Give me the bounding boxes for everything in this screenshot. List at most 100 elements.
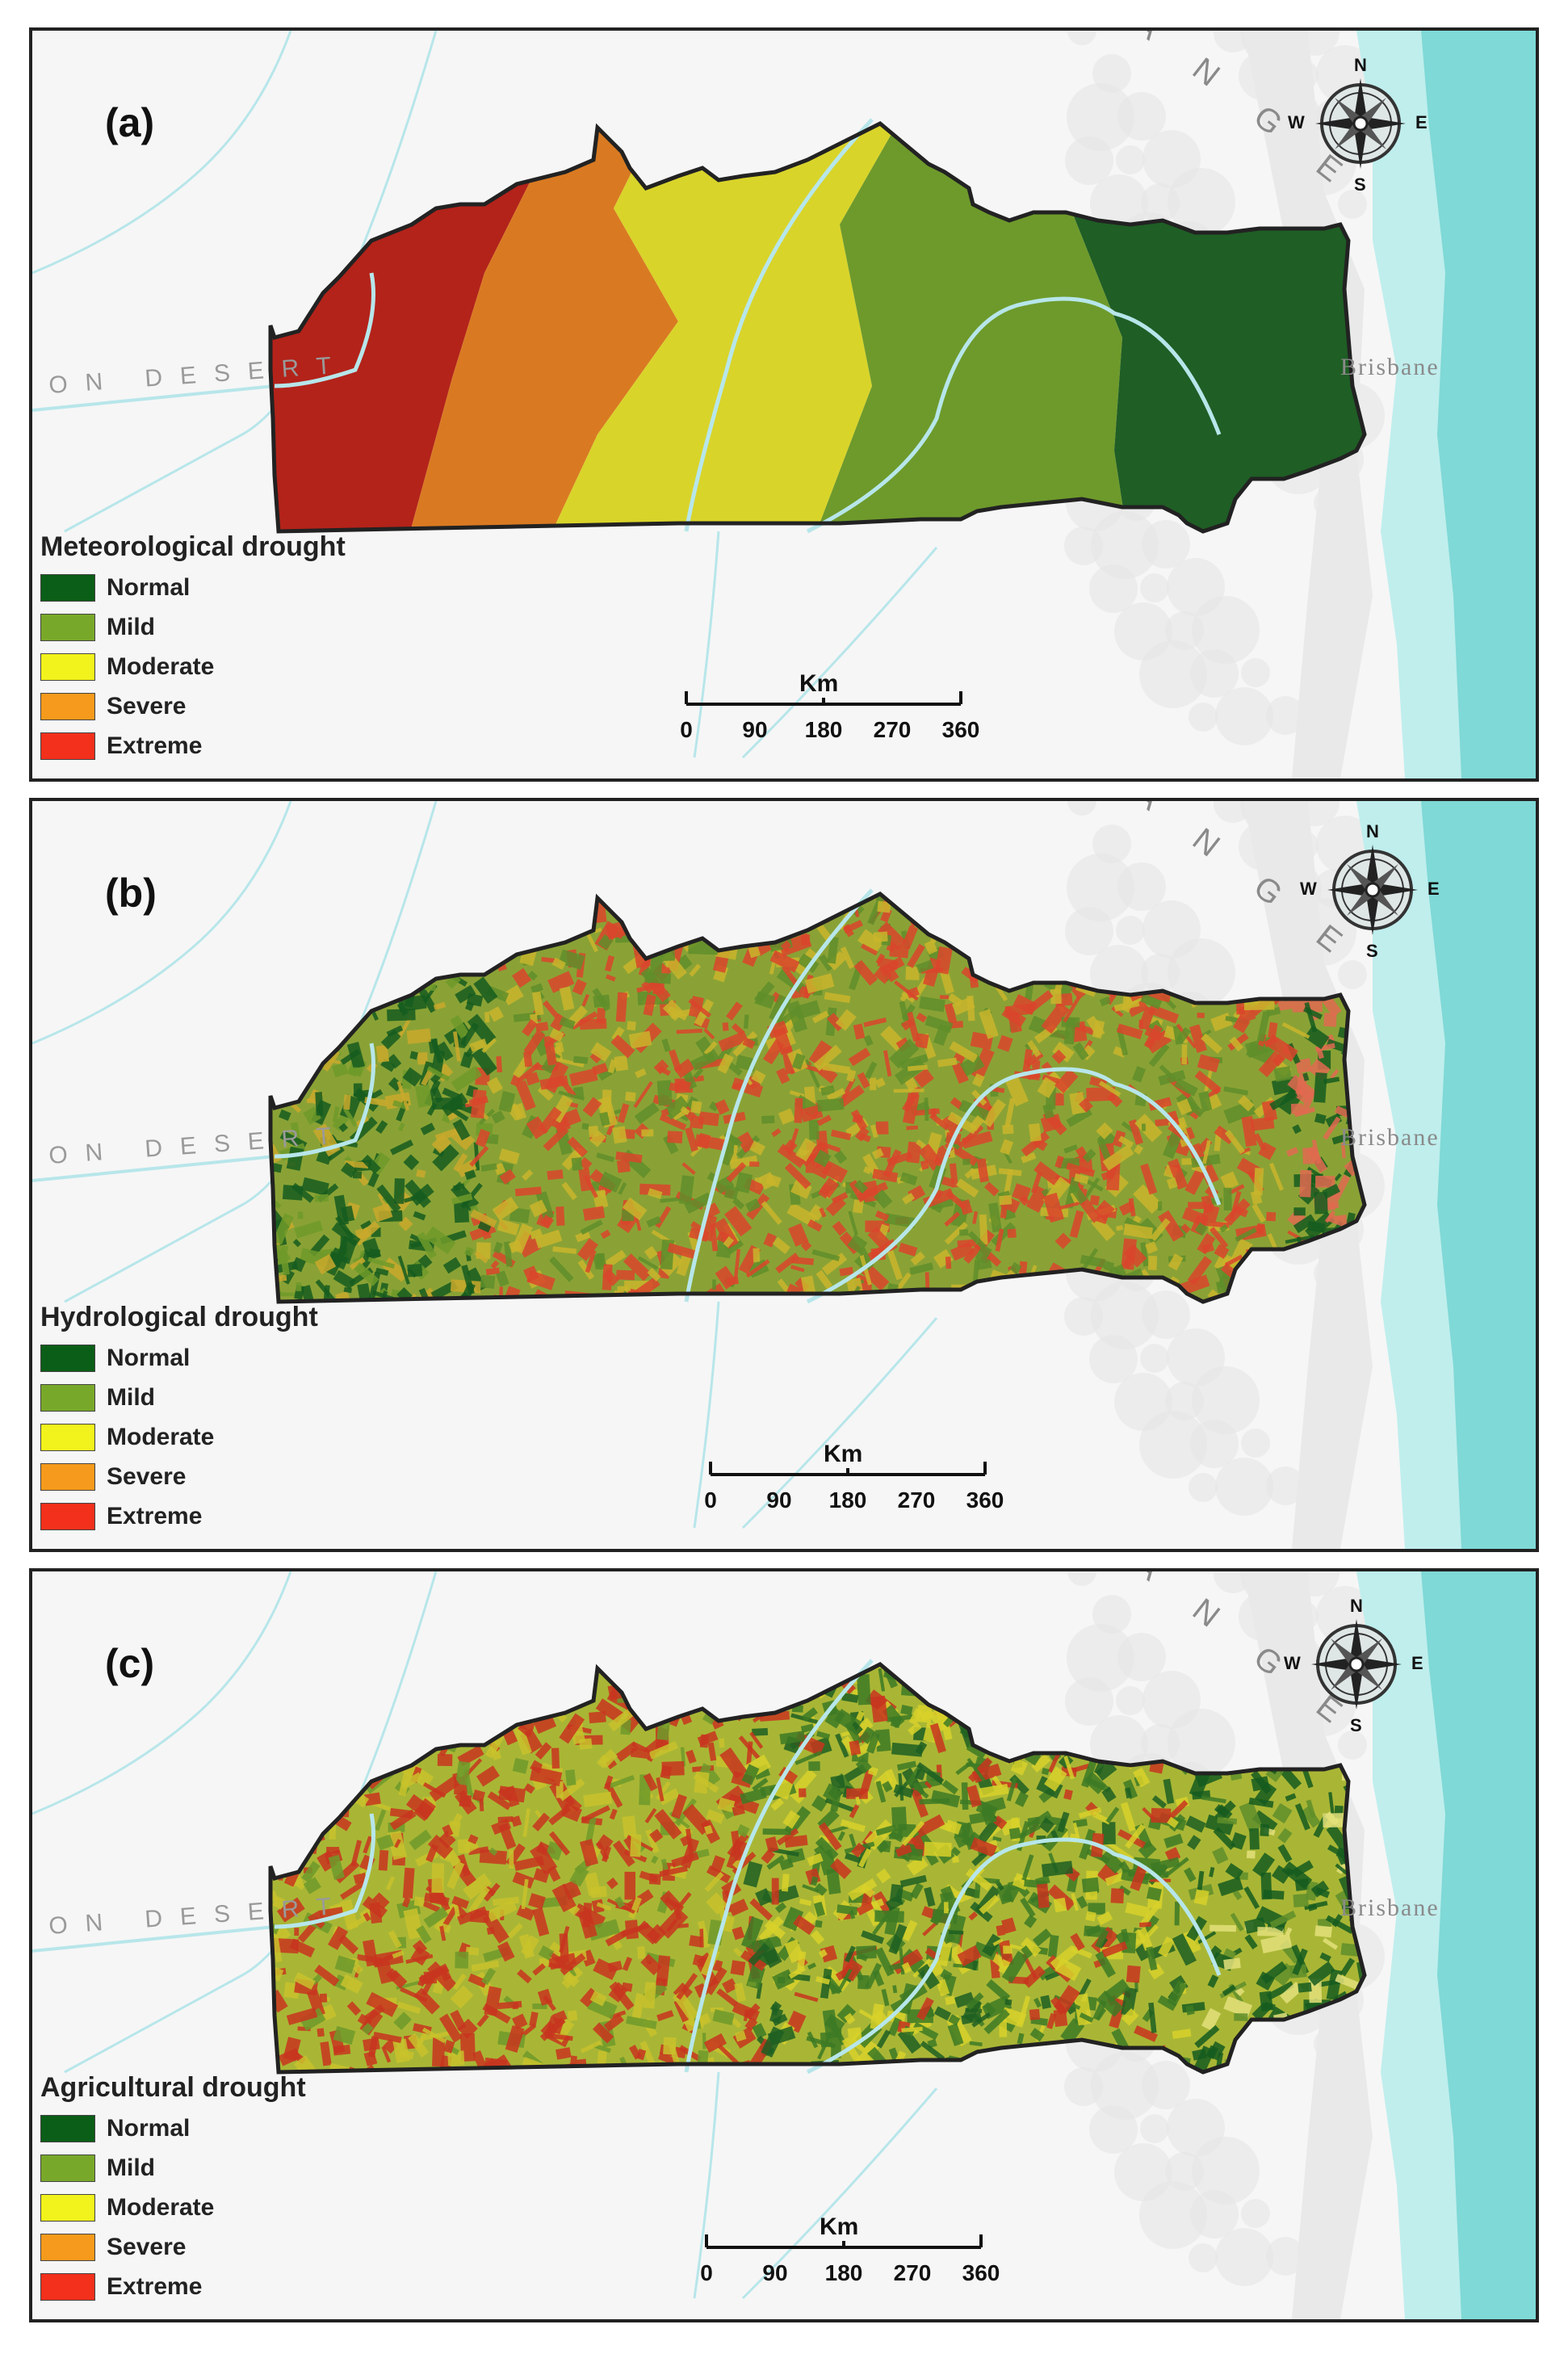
- compass-w-label: W: [1284, 1653, 1301, 1673]
- scale-tick-label: 0: [704, 1487, 717, 1513]
- city-label: Brisbane: [1340, 1894, 1440, 1921]
- scale-tick-label: 180: [824, 2260, 863, 2285]
- scale-unit: Km: [824, 1441, 863, 1467]
- legend-label: Severe: [107, 1462, 187, 1490]
- scale-line: [685, 691, 962, 706]
- scale-unit: Km: [820, 2213, 859, 2240]
- scale-tick-label: 270: [897, 1487, 936, 1513]
- city-label: Brisbane: [1340, 1124, 1440, 1151]
- legend-label: Normal: [107, 2114, 191, 2142]
- scale-tick-label: 0: [700, 2260, 713, 2285]
- panel-a: (a) ON DESERT R A N G E Brisbane Meteoro…: [29, 27, 1539, 782]
- legend-rows: Normal Mild Moderate Severe Extreme: [40, 568, 346, 766]
- legend-item: Severe: [40, 686, 346, 726]
- study-area-outline: [268, 892, 1367, 1304]
- legend-swatch: [40, 2114, 95, 2142]
- compass-rose-icon: [1311, 1619, 1402, 1710]
- scale-line: [709, 1462, 987, 1476]
- legend-swatch: [40, 2233, 95, 2261]
- scale-tick-label: 360: [966, 1487, 1004, 1513]
- scale-bar: Km 0 90 180 270 360: [654, 670, 993, 743]
- drought-zone: [807, 124, 1130, 531]
- legend-swatch: [40, 652, 95, 681]
- legend-label: Mild: [107, 1383, 155, 1411]
- compass-w-label: W: [1300, 879, 1317, 899]
- legend-label: Mild: [107, 613, 155, 640]
- scale-bar: Km 0 90 180 270 360: [678, 1441, 1017, 1513]
- legend-item: Moderate: [40, 1417, 318, 1457]
- legend-item: Mild: [40, 1378, 318, 1417]
- compass: N S E W: [1300, 821, 1440, 961]
- legend-label: Extreme: [107, 732, 203, 759]
- legend-item: Severe: [40, 1457, 318, 1496]
- compass-e-label: E: [1415, 112, 1428, 132]
- compass-s-label: S: [1354, 174, 1366, 195]
- scale-tick-label: 360: [962, 2260, 1000, 2285]
- compass-e-label: E: [1411, 1653, 1423, 1673]
- legend-swatch: [40, 2193, 95, 2222]
- scale-line: [705, 2234, 983, 2249]
- legend-swatch: [40, 732, 95, 760]
- compass-n-label: N: [1350, 1596, 1363, 1616]
- legend-item: Extreme: [40, 1496, 318, 1536]
- city-label: Brisbane: [1340, 354, 1440, 380]
- compass-rose-icon: [1315, 78, 1406, 169]
- compass-n-label: N: [1366, 821, 1379, 841]
- legend-swatch: [40, 1344, 95, 1372]
- compass: N S E W: [1288, 55, 1428, 195]
- legend-item: Severe: [40, 2227, 306, 2267]
- legend-item: Normal: [40, 2108, 306, 2148]
- legend-label: Extreme: [107, 1502, 203, 1529]
- legend-item: Mild: [40, 607, 346, 647]
- legend-title: Hydrological drought: [40, 1302, 318, 1332]
- legend-swatch: [40, 1502, 95, 1530]
- map-b: [32, 801, 1536, 1549]
- legend-swatch: [40, 2272, 95, 2301]
- study-area-outline: [268, 1662, 1367, 2075]
- legend-swatch: [40, 1462, 95, 1491]
- scale-tick-label: 90: [742, 717, 768, 742]
- legend-label: Extreme: [107, 2272, 203, 2300]
- compass-w-label: W: [1288, 112, 1305, 132]
- legend-item: Normal: [40, 1338, 318, 1378]
- legend-label: Moderate: [107, 1423, 215, 1450]
- scale-tick-label: 270: [873, 717, 912, 742]
- map-c: [32, 1571, 1536, 2319]
- legend-swatch: [40, 2154, 95, 2182]
- legend-swatch: [40, 1423, 95, 1451]
- legend: Hydrological drought Normal Mild Moderate S…: [40, 1302, 318, 1536]
- legend-item: Mild: [40, 2148, 306, 2188]
- legend-item: Extreme: [40, 726, 346, 766]
- legend-item: Normal: [40, 568, 346, 607]
- legend-label: Severe: [107, 692, 187, 720]
- panel-c: (c) ON DESERT R A N G E Brisbane Agricul…: [29, 1568, 1539, 2322]
- scale-tick-label: 0: [680, 717, 693, 742]
- legend-label: Moderate: [107, 2193, 215, 2221]
- scale-tick-label: 90: [762, 2260, 788, 2285]
- legend-swatch: [40, 613, 95, 641]
- legend-swatch: [40, 692, 95, 720]
- panel-letter: (b): [105, 871, 157, 916]
- legend-rows: Normal Mild Moderate Severe Extreme: [40, 1338, 318, 1536]
- compass-s-label: S: [1350, 1715, 1362, 1735]
- legend-item: Extreme: [40, 2267, 306, 2306]
- map-a: [32, 31, 1536, 778]
- study-area-outline: [268, 121, 1367, 534]
- legend-label: Mild: [107, 2154, 155, 2181]
- legend-swatch: [40, 1383, 95, 1412]
- legend-label: Moderate: [107, 652, 215, 680]
- scale-tick-label: 90: [766, 1487, 792, 1513]
- panel-letter: (a): [105, 100, 155, 145]
- panel-b: (b) ON DESERT R A N G E Brisbane Hydrolo…: [29, 798, 1539, 1552]
- compass-rose-icon: [1327, 845, 1418, 935]
- scale-tick-label: 180: [828, 1487, 867, 1513]
- compass: N S E W: [1284, 1596, 1423, 1735]
- legend-item: Moderate: [40, 2188, 306, 2227]
- scale-unit: Km: [799, 670, 839, 697]
- legend-label: Severe: [107, 2233, 187, 2260]
- scale-tick-label: 270: [893, 2260, 932, 2285]
- legend-swatch: [40, 573, 95, 602]
- compass-e-label: E: [1428, 879, 1440, 899]
- drought-zone: [541, 124, 904, 531]
- legend: Meteorological drought Normal Mild Moderat…: [40, 531, 346, 766]
